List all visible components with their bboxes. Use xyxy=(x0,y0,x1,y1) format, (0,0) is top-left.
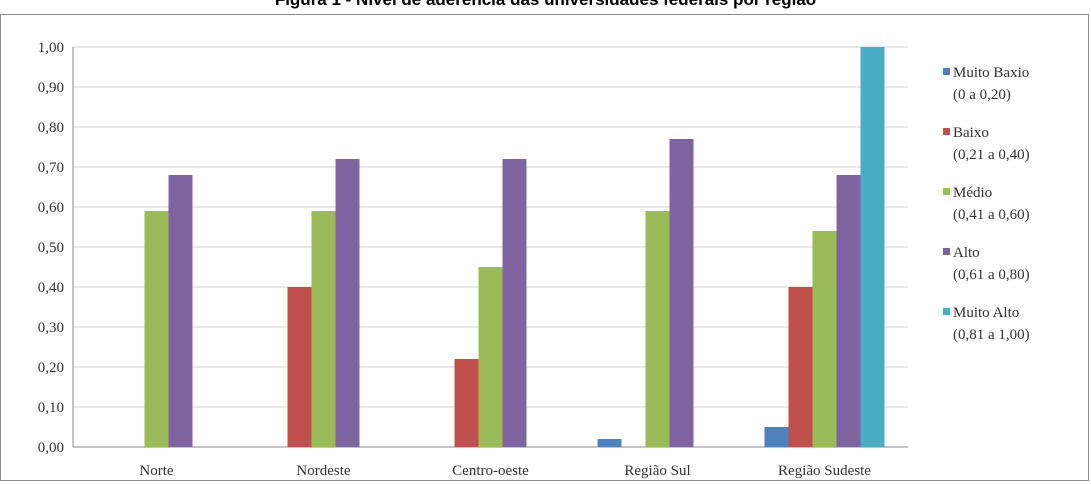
bars xyxy=(144,47,885,447)
legend-label: Baixo xyxy=(953,125,989,141)
legend-range: (0,61 a 0,80) xyxy=(953,267,1030,283)
legend-item-alto: Alto (0,61 a 0,80) xyxy=(943,245,1030,283)
legend-item-muito-baxio: Muito Baxio (0 a 0,20) xyxy=(943,65,1029,103)
legend-swatch xyxy=(943,248,950,255)
y-tick-label: 0,60 xyxy=(38,200,64,216)
legend-range: (0 a 0,20) xyxy=(953,87,1011,103)
y-tick-label: 0,00 xyxy=(38,440,64,456)
bar-médio xyxy=(812,231,837,447)
y-tick-label: 0,50 xyxy=(38,240,64,256)
chart-frame xyxy=(0,14,1089,481)
bar-muito-baxio xyxy=(597,439,622,447)
bar-alto xyxy=(669,139,694,447)
legend-range: (0,41 a 0,60) xyxy=(953,207,1030,223)
bar-alto xyxy=(836,175,861,447)
legend-range: (0,81 a 1,00) xyxy=(953,327,1030,343)
legend-swatch xyxy=(943,128,950,135)
legend-label: Alto xyxy=(953,245,980,261)
bar-alto xyxy=(335,159,360,447)
y-tick-label: 0,80 xyxy=(38,120,64,136)
bar-muito-baxio xyxy=(764,427,789,447)
y-tick-label: 0,20 xyxy=(38,360,64,376)
legend-swatch xyxy=(943,188,950,195)
bar-alto xyxy=(502,159,527,447)
legend-swatch xyxy=(943,308,950,315)
y-tick-label: 0,30 xyxy=(38,320,64,336)
legend-item-muito-alto: Muito Alto (0,81 a 1,00) xyxy=(943,305,1030,343)
bar-médio xyxy=(645,211,670,447)
bar-médio xyxy=(144,211,169,447)
y-tick-label: 0,40 xyxy=(38,280,64,296)
x-axis-tick-labels: Norte Nordeste Centro-oeste Região Sul Regiã… xyxy=(139,463,871,479)
y-tick-label: 0,70 xyxy=(38,160,64,176)
y-tick-label: 0,90 xyxy=(38,80,64,96)
legend-range: (0,21 a 0,40) xyxy=(953,147,1030,163)
bar-baixo xyxy=(287,287,312,447)
legend-label: Muito Alto xyxy=(953,305,1019,321)
bar-médio xyxy=(478,267,503,447)
bar-alto xyxy=(168,175,193,447)
bar-baixo xyxy=(788,287,813,447)
legend-label: Muito Baxio xyxy=(953,65,1029,81)
legend-swatch xyxy=(943,68,950,75)
legend-label: Médio xyxy=(953,185,992,201)
y-tick-label: 1,00 xyxy=(38,40,64,56)
x-tick-label: Região Sudeste xyxy=(778,463,871,479)
legend-item-baixo: Baixo (0,21 a 0,40) xyxy=(943,125,1030,163)
legend-item-médio: Médio (0,41 a 0,60) xyxy=(943,185,1030,223)
bar-médio xyxy=(311,211,336,447)
y-tick-label: 0,10 xyxy=(38,400,64,416)
legend: Muito Baxio (0 a 0,20) Baixo (0,21 a 0,40) M… xyxy=(943,65,1030,343)
chart-title: Figura 1 - Nível de aderência das univer… xyxy=(0,0,1091,10)
bar-baixo xyxy=(454,359,479,447)
y-axis-tick-labels: 0,00 0,10 0,20 0,30 0,40 0,50 0,60 0,70 0,80 0,90… xyxy=(38,40,64,456)
x-tick-label: Centro-oeste xyxy=(452,463,529,479)
x-tick-label: Norte xyxy=(139,463,173,479)
x-tick-label: Região Sul xyxy=(624,463,690,479)
bar-muito-alto xyxy=(860,47,885,447)
x-tick-label: Nordeste xyxy=(296,463,350,479)
